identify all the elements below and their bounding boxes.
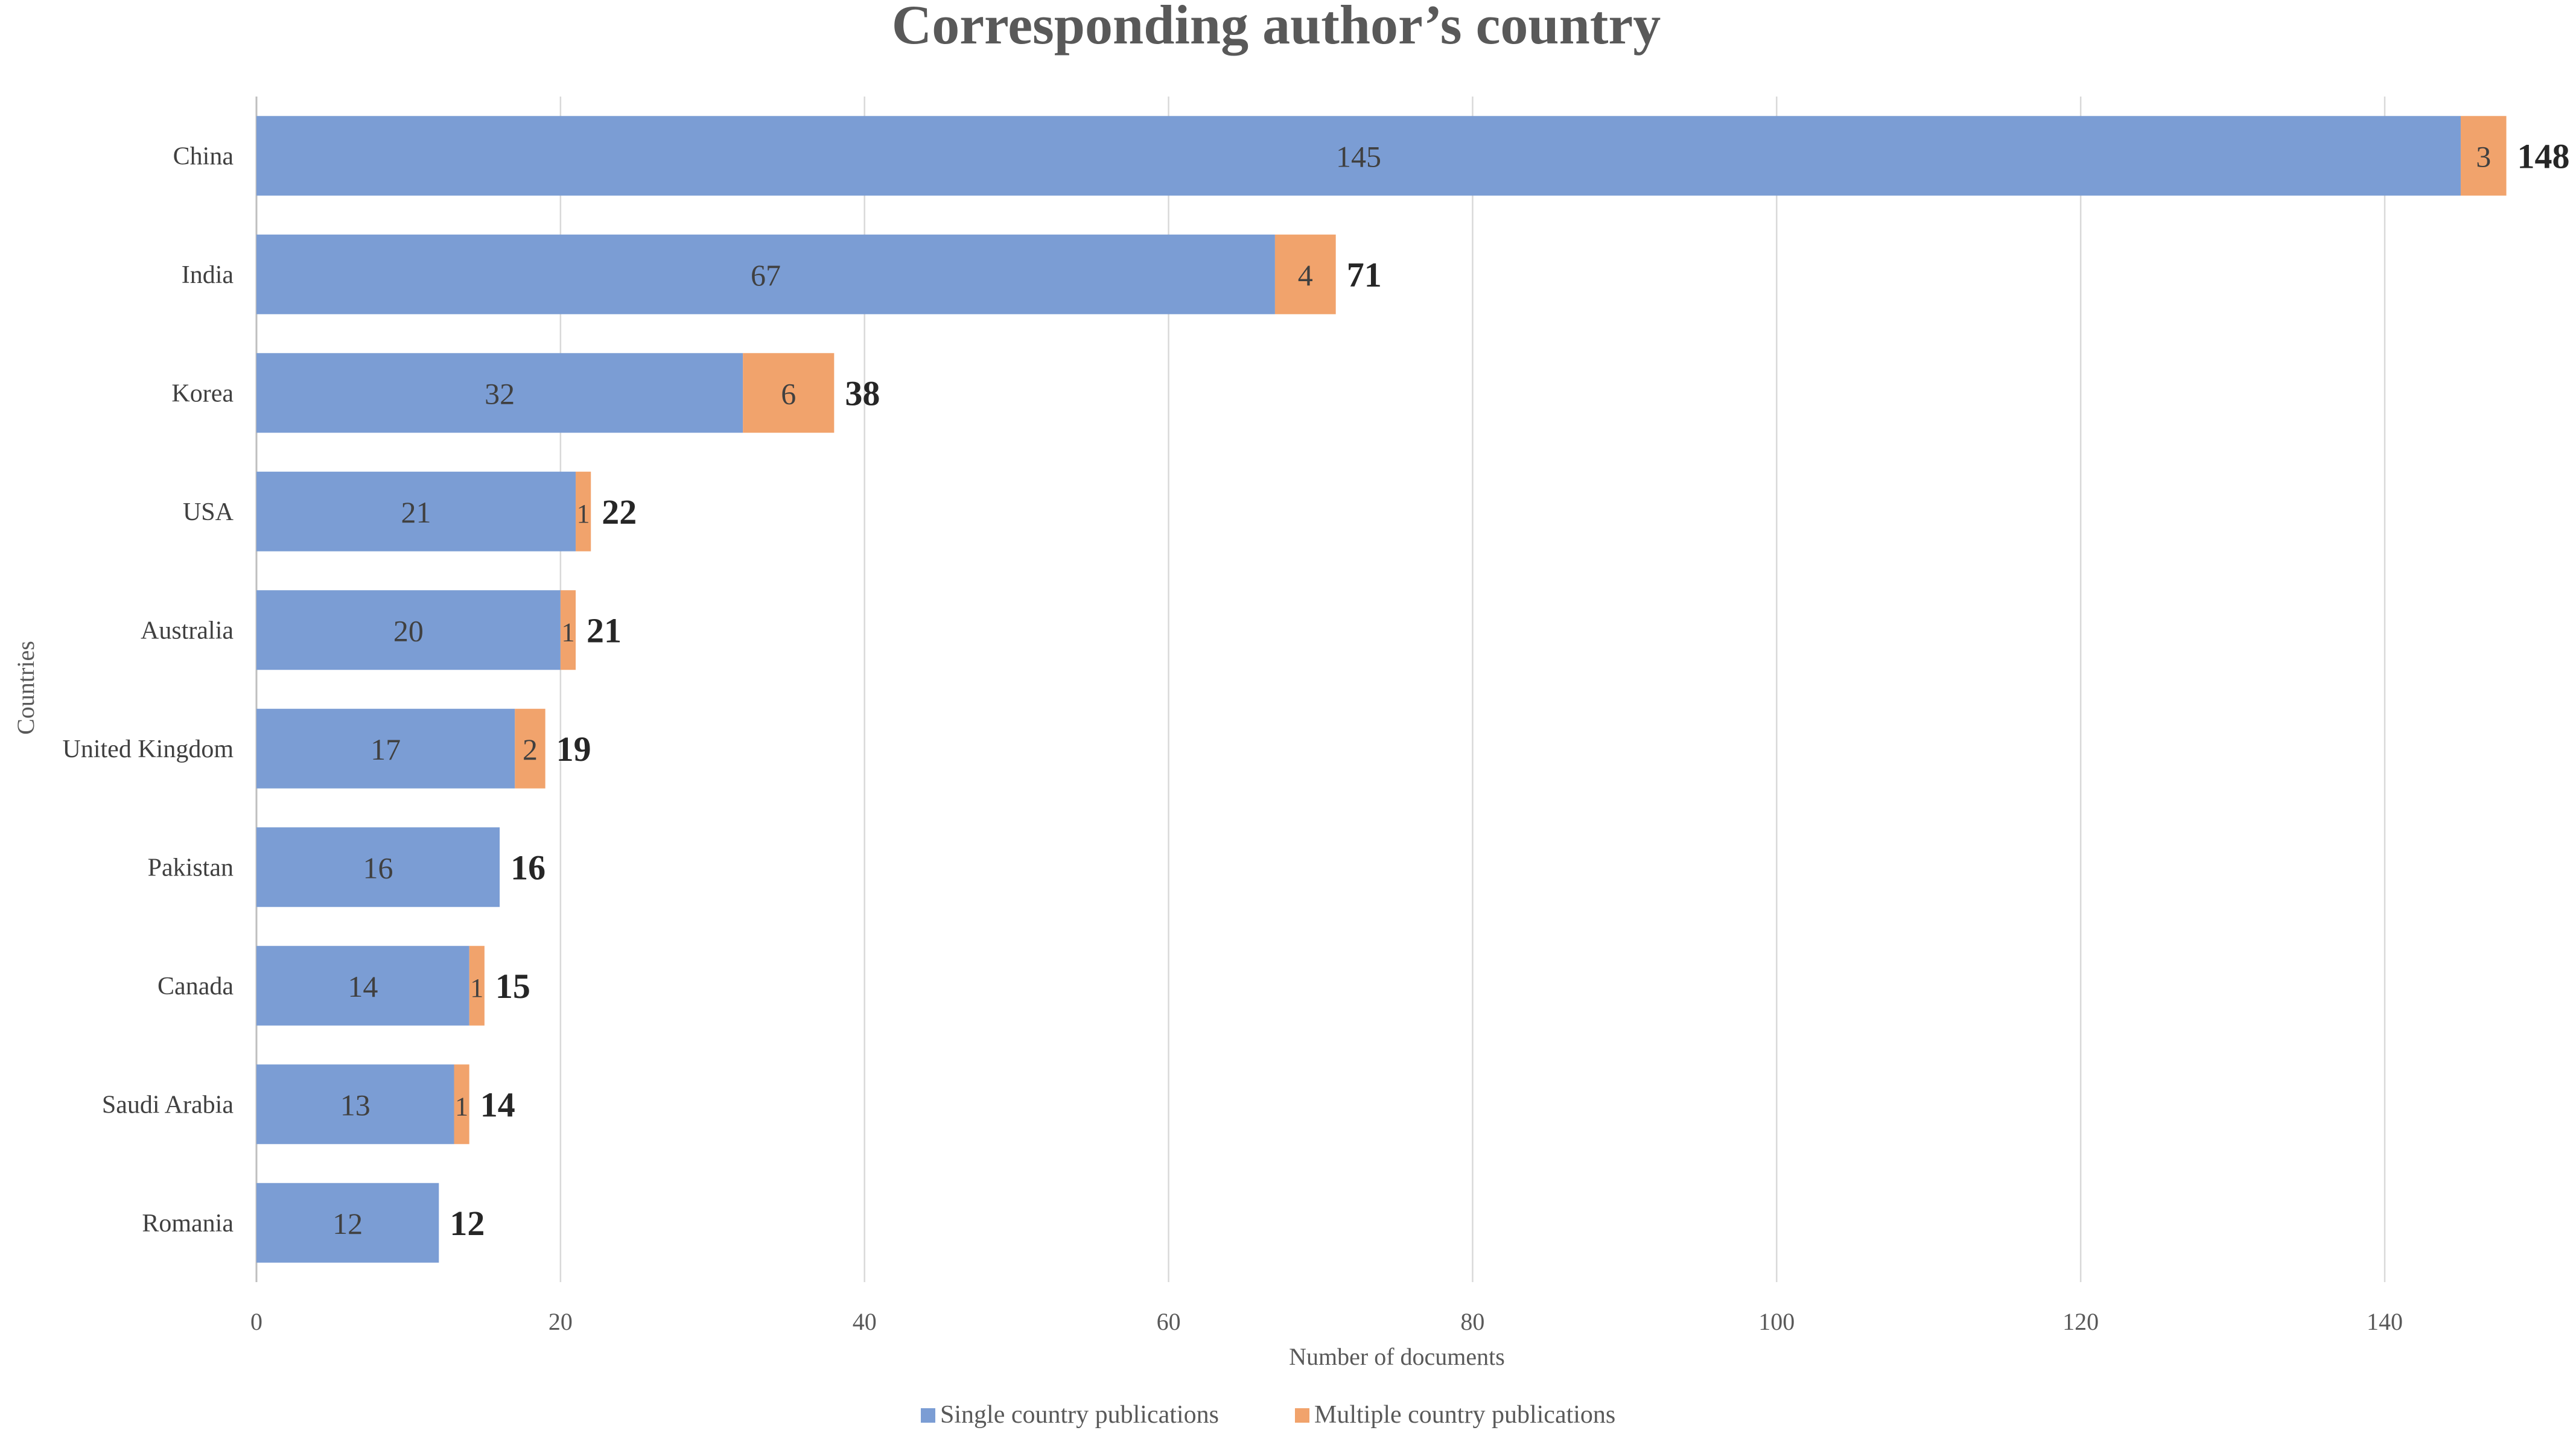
bar-multiple (1274, 234, 1336, 314)
bar-single (256, 1183, 439, 1263)
x-tick-label: 60 (1157, 1308, 1181, 1335)
category-label: Korea (171, 380, 234, 407)
category-label: Canada (157, 973, 234, 1000)
data-label-total: 71 (1347, 255, 1382, 294)
legend-swatch-single (921, 1408, 935, 1423)
data-label-total: 14 (480, 1085, 515, 1124)
data-label-multiple: 4 (1298, 258, 1313, 292)
bar-multiple (469, 945, 485, 1026)
data-label-single: 13 (340, 1088, 370, 1122)
data-label-total: 12 (450, 1204, 485, 1243)
data-label-single: 67 (751, 258, 781, 292)
data-label-multiple: 1 (577, 499, 590, 529)
x-tick-label: 100 (1758, 1308, 1795, 1335)
category-labels: China India Korea USA Australia United Kingdo… (63, 142, 234, 1237)
x-tick-label: 20 (549, 1308, 573, 1335)
category-label: Romania (142, 1210, 234, 1237)
data-label-single: 17 (370, 732, 401, 766)
x-tick-label: 120 (2062, 1308, 2099, 1335)
bar-single (256, 1064, 454, 1145)
data-label-total: 22 (602, 492, 637, 532)
bar-multiple (2460, 116, 2507, 196)
data-label-total: 19 (556, 729, 591, 769)
x-tick-label: 40 (853, 1308, 877, 1335)
data-label-multiple: 2 (523, 732, 538, 766)
category-label: Australia (141, 617, 234, 644)
bar-multiple (454, 1064, 469, 1145)
data-label-single: 16 (363, 851, 393, 885)
x-axis-label: Number of documents (1289, 1343, 1505, 1370)
legend-label-single: Single country publications (940, 1401, 1219, 1429)
data-label-multiple: 3 (2476, 139, 2491, 173)
category-label: India (182, 261, 234, 289)
category-label: USA (183, 498, 234, 526)
x-tick-label: 0 (250, 1308, 262, 1335)
x-tick-labels: 0 20 40 60 80 100 120 140 (250, 1308, 2403, 1335)
data-label-single: 21 (401, 495, 431, 529)
data-label-single: 12 (332, 1207, 363, 1240)
bar-single (256, 116, 2461, 196)
chart-title: Corresponding author’s country (892, 0, 1661, 56)
x-tick-label: 140 (2367, 1308, 2403, 1335)
bar-single (256, 827, 500, 907)
bar-multiple (576, 471, 591, 551)
category-label: China (173, 142, 234, 170)
data-label-total: 16 (510, 848, 545, 887)
data-label-single: 20 (393, 614, 424, 647)
data-label-multiple: 1 (561, 617, 574, 647)
bar-single (256, 590, 561, 670)
bar-multiple (743, 353, 835, 433)
category-label: Pakistan (148, 854, 234, 881)
y-axis-label: Countries (12, 641, 39, 735)
data-label-total: 21 (587, 611, 622, 650)
bar-single (256, 471, 576, 551)
data-label-single: 14 (348, 970, 378, 1003)
data-label-multiple: 1 (455, 1091, 468, 1121)
legend: Single country publications Multiple coun… (921, 1401, 1615, 1429)
data-label-total: 38 (845, 373, 880, 413)
bar-multiple (515, 708, 545, 789)
bar-multiple (560, 590, 576, 670)
bar-single (256, 234, 1275, 314)
data-label-total: 15 (495, 967, 530, 1006)
category-label: Saudi Arabia (102, 1091, 234, 1119)
x-tick-label: 80 (1460, 1308, 1484, 1335)
data-label-multiple: 6 (781, 376, 796, 410)
bar-single (256, 353, 743, 433)
legend-swatch-multiple (1295, 1408, 1309, 1423)
data-label-single: 145 (1336, 139, 1381, 173)
bar-single (256, 708, 515, 789)
data-label-single: 32 (485, 376, 515, 410)
data-label-total: 148 (2517, 136, 2570, 176)
category-label: United Kingdom (63, 735, 234, 763)
bar-single (256, 945, 469, 1026)
legend-label-multiple: Multiple country publications (1314, 1401, 1615, 1429)
data-label-multiple: 1 (470, 973, 483, 1003)
